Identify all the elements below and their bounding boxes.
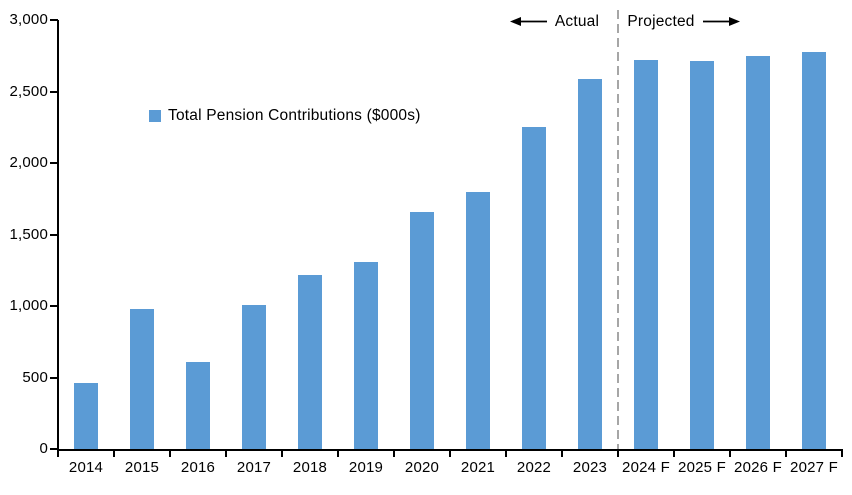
x-label-2019: 2019 — [348, 459, 384, 476]
y-tick — [50, 233, 58, 236]
bar-2024-f — [634, 60, 658, 449]
x-tick — [225, 449, 227, 457]
x-label-2014: 2014 — [68, 459, 104, 476]
x-label-2024-f: 2024 F — [622, 459, 670, 476]
bar-2021 — [466, 192, 490, 449]
x-label-2027-f: 2027 F — [790, 459, 838, 476]
legend-label: Total Pension Contributions ($000s) — [168, 107, 421, 124]
y-tick-label: 1,500 — [9, 225, 48, 243]
legend-marker-icon — [149, 110, 161, 122]
x-label-2025-f: 2025 F — [678, 459, 726, 476]
x-tick — [561, 449, 563, 457]
y-tick-label: 3,000 — [9, 11, 48, 28]
x-tick — [393, 449, 395, 457]
x-tick — [785, 449, 787, 457]
x-tick — [281, 449, 283, 457]
y-tick-label: 500 — [22, 368, 48, 386]
y-tick — [50, 305, 58, 307]
x-tick — [57, 449, 59, 457]
x-label-2018: 2018 — [292, 459, 328, 476]
bar-2027-f — [802, 52, 826, 449]
y-tick-label: 1,000 — [9, 297, 48, 314]
x-tick — [729, 449, 731, 457]
bar-2016 — [186, 362, 210, 449]
x-tick — [113, 449, 115, 457]
bar-2019 — [354, 262, 378, 449]
x-tick — [169, 449, 171, 457]
x-label-2021: 2021 — [460, 459, 496, 476]
x-label-2022: 2022 — [516, 459, 552, 476]
chart-legend: Total Pension Contributions ($000s) — [149, 107, 421, 125]
actual-projected-divider — [617, 10, 619, 449]
x-label-2023: 2023 — [572, 459, 608, 476]
y-tick — [50, 376, 58, 379]
y-tick-label: 2,000 — [9, 154, 48, 171]
x-tick — [505, 449, 507, 457]
arrow-left-icon — [510, 17, 547, 26]
y-tick — [50, 162, 58, 164]
x-tick — [337, 449, 339, 457]
x-tick — [673, 449, 675, 457]
x-label-2017: 2017 — [236, 459, 272, 476]
y-tick — [50, 448, 58, 450]
y-tick — [50, 19, 58, 21]
bar-2023 — [578, 79, 602, 449]
bar-2022 — [522, 127, 546, 449]
y-tick-label: 2,500 — [9, 82, 48, 100]
bar-2018 — [298, 275, 322, 449]
bar-2017 — [242, 305, 266, 449]
bar-2015 — [130, 309, 154, 449]
x-tick — [449, 449, 451, 457]
actual-label: Actual — [554, 13, 600, 30]
arrow-right-icon — [703, 17, 740, 26]
x-tick — [617, 449, 619, 457]
x-tick — [841, 449, 843, 457]
y-tick — [50, 90, 58, 93]
y-tick-label: 0 — [39, 440, 48, 457]
x-label-2020: 2020 — [404, 459, 440, 476]
x-label-2015: 2015 — [124, 459, 160, 476]
y-axis-line — [57, 20, 59, 451]
bar-2014 — [74, 383, 98, 449]
bar-2025-f — [690, 61, 714, 449]
x-label-2026-f: 2026 F — [734, 459, 782, 476]
projected-label: Projected — [627, 13, 695, 30]
bar-2020 — [410, 212, 434, 449]
bar-2026-f — [746, 56, 770, 449]
x-label-2016: 2016 — [180, 459, 216, 476]
